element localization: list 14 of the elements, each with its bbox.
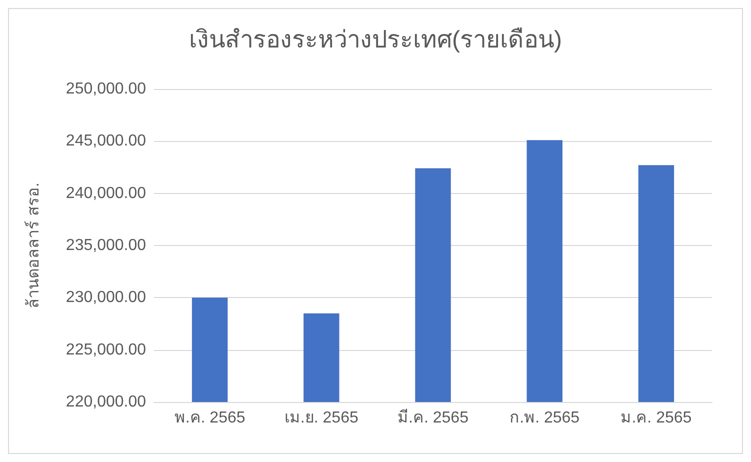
y-tick-label: 235,000.00 <box>66 237 146 254</box>
x-tick-label: เม.ย. 2565 <box>284 410 358 426</box>
x-tick-label: ก.พ. 2565 <box>510 410 580 426</box>
y-tick-label: 240,000.00 <box>66 184 146 202</box>
y-tick-label: 250,000.00 <box>66 80 146 98</box>
y-tick-label: 220,000.00 <box>66 394 146 410</box>
y-tick-label: 230,000.00 <box>66 289 146 306</box>
y-tick-label: 245,000.00 <box>66 132 146 150</box>
x-tick-label: พ.ค. 2565 <box>174 410 246 426</box>
x-tick-label: ม.ค. 2565 <box>620 410 692 426</box>
x-tick-label: มี.ค. 2565 <box>398 408 469 426</box>
y-tick-label: 225,000.00 <box>66 341 146 358</box>
y-axis-title: ล้านดอลลาร์ สรอ. <box>24 182 42 308</box>
chart-title: เงินสำรองระหว่างประเทศ(รายเดือน) <box>189 26 562 54</box>
